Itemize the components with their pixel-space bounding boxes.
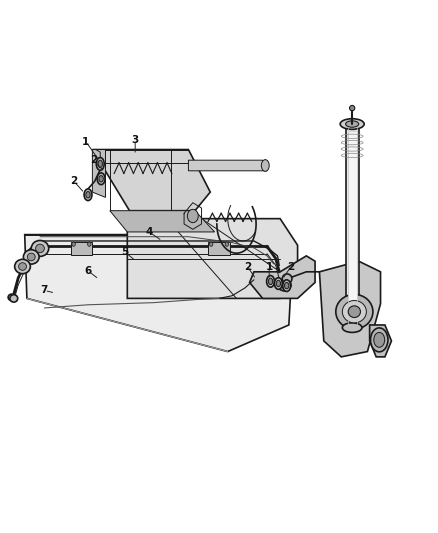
Text: 1: 1 (82, 136, 89, 147)
Ellipse shape (275, 278, 283, 289)
Ellipse shape (343, 301, 366, 323)
Ellipse shape (343, 323, 362, 333)
Polygon shape (188, 160, 267, 171)
Ellipse shape (96, 158, 104, 170)
Ellipse shape (10, 295, 18, 302)
Polygon shape (250, 256, 315, 298)
Ellipse shape (283, 274, 292, 284)
Ellipse shape (350, 106, 355, 111)
Ellipse shape (72, 242, 75, 246)
Ellipse shape (88, 242, 91, 246)
Ellipse shape (346, 121, 359, 127)
Text: 3: 3 (131, 135, 139, 145)
Polygon shape (208, 242, 230, 255)
Text: 4: 4 (145, 227, 153, 237)
Ellipse shape (268, 278, 273, 285)
Ellipse shape (276, 280, 281, 287)
Polygon shape (71, 242, 92, 255)
Ellipse shape (27, 253, 35, 261)
Polygon shape (92, 150, 106, 197)
Text: 6: 6 (85, 266, 92, 276)
Ellipse shape (340, 119, 364, 130)
Polygon shape (346, 128, 359, 325)
Ellipse shape (99, 175, 103, 182)
Ellipse shape (97, 173, 105, 184)
Text: 2: 2 (244, 262, 251, 271)
Ellipse shape (285, 282, 289, 289)
Polygon shape (319, 261, 381, 357)
Polygon shape (370, 325, 392, 357)
Ellipse shape (336, 294, 373, 329)
Ellipse shape (84, 189, 92, 200)
Ellipse shape (14, 260, 30, 273)
Text: 2: 2 (71, 176, 78, 187)
Polygon shape (348, 131, 357, 322)
Ellipse shape (187, 209, 198, 223)
Ellipse shape (348, 306, 360, 318)
Ellipse shape (261, 160, 269, 171)
Ellipse shape (98, 160, 102, 167)
Ellipse shape (225, 242, 229, 246)
Text: 5: 5 (121, 247, 129, 257)
Ellipse shape (283, 280, 290, 292)
Ellipse shape (371, 328, 388, 352)
Ellipse shape (278, 279, 291, 291)
Ellipse shape (281, 282, 288, 288)
Ellipse shape (31, 240, 49, 256)
Polygon shape (110, 211, 215, 232)
Text: 2: 2 (287, 262, 295, 271)
Ellipse shape (209, 242, 213, 246)
Polygon shape (127, 219, 297, 298)
Polygon shape (92, 150, 210, 211)
Ellipse shape (18, 263, 26, 270)
Ellipse shape (267, 276, 275, 287)
Ellipse shape (8, 294, 15, 301)
Ellipse shape (374, 333, 385, 348)
Ellipse shape (35, 244, 44, 253)
Ellipse shape (23, 250, 39, 264)
Polygon shape (25, 235, 291, 352)
Ellipse shape (86, 191, 90, 198)
Text: 2: 2 (90, 155, 97, 165)
Text: 1: 1 (265, 262, 273, 271)
Text: 7: 7 (41, 286, 48, 295)
